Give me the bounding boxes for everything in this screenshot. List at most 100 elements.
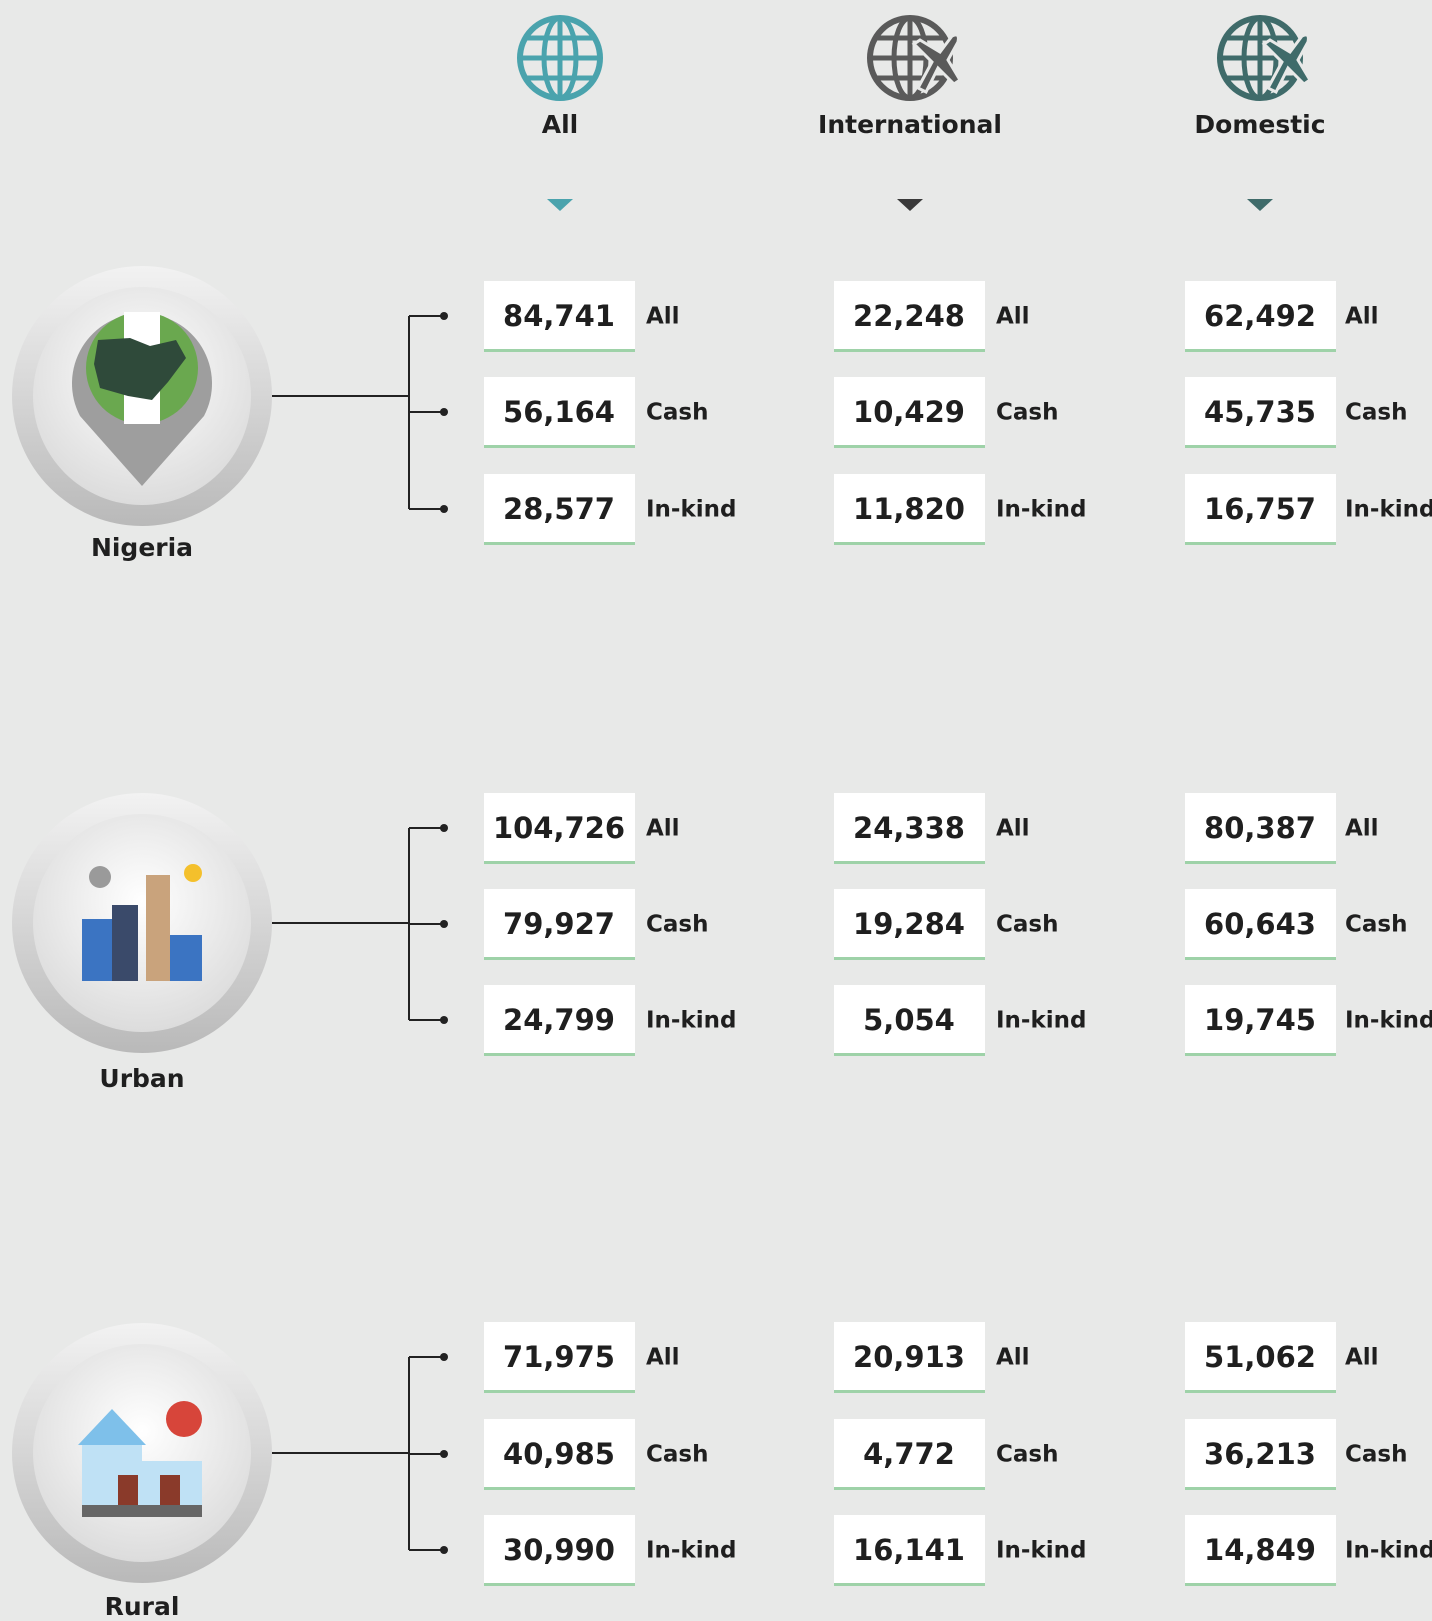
value-underline (1185, 542, 1336, 545)
value-underline (484, 1583, 635, 1586)
value-box (834, 474, 985, 544)
value-box (1185, 281, 1336, 351)
row-label: In-kind (1345, 497, 1432, 523)
value: 5,054 (863, 1003, 955, 1037)
row-label: Cash (1345, 912, 1407, 938)
door (160, 1475, 180, 1505)
value-box (484, 281, 635, 351)
value-box (484, 985, 635, 1055)
badge-inner (33, 814, 251, 1032)
row-label: All (996, 304, 1030, 330)
value-box (834, 985, 985, 1055)
plane (1261, 33, 1313, 95)
value: 30,990 (503, 1533, 615, 1567)
value-underline (834, 1487, 985, 1490)
bracket-dot (440, 312, 448, 320)
value: 20,913 (853, 1340, 965, 1374)
value: 84,741 (503, 299, 615, 333)
roof (78, 1409, 146, 1445)
globe-icon (1217, 15, 1313, 101)
value-underline (484, 445, 635, 448)
value-underline (484, 1390, 635, 1393)
value: 79,927 (503, 907, 615, 941)
row-label: Cash (1345, 1442, 1407, 1468)
value-box (1185, 1322, 1336, 1392)
bracket-dot (440, 1450, 448, 1458)
row-label: All (646, 304, 680, 330)
row-label: In-kind (996, 497, 1087, 523)
value: 104,726 (493, 811, 625, 845)
building (170, 935, 202, 981)
value: 10,429 (853, 395, 965, 429)
value-box (834, 793, 985, 863)
value-box (1185, 793, 1336, 863)
value-underline (484, 1487, 635, 1490)
bracket-dot (440, 824, 448, 832)
value-box (484, 793, 635, 863)
value: 62,492 (1204, 299, 1316, 333)
sun (184, 864, 202, 882)
dropdown-arrow (547, 199, 573, 211)
value: 16,757 (1204, 492, 1316, 526)
row-label: Cash (996, 912, 1058, 938)
value-box (1185, 377, 1336, 447)
value-box (484, 1515, 635, 1585)
row-label: Cash (996, 1442, 1058, 1468)
row-label: All (1345, 816, 1379, 842)
row-label: Cash (646, 1442, 708, 1468)
value-box (1185, 474, 1336, 544)
value-underline (1185, 957, 1336, 960)
row-label: Cash (996, 400, 1058, 426)
bracket-dot (440, 1353, 448, 1361)
column-header: Domestic (1194, 110, 1325, 139)
value-underline (1185, 1583, 1336, 1586)
row-label: All (646, 816, 680, 842)
ground (82, 1505, 202, 1517)
value-box (1185, 1419, 1336, 1489)
value-underline (834, 349, 985, 352)
bracket-dot (440, 920, 448, 928)
value-box (834, 1515, 985, 1585)
bracket-dot (440, 1016, 448, 1024)
value-underline (834, 1390, 985, 1393)
value-box (484, 377, 635, 447)
building (82, 919, 112, 981)
value: 40,985 (503, 1437, 615, 1471)
row-label: All (1345, 1345, 1379, 1371)
dropdown-arrow (1247, 199, 1273, 211)
row-label: In-kind (996, 1538, 1087, 1564)
value-underline (834, 1053, 985, 1056)
row-label: In-kind (996, 1008, 1087, 1034)
column-header: International (818, 110, 1002, 139)
bracket-dot (440, 1546, 448, 1554)
group-name: Urban (99, 1064, 184, 1093)
group-name: Rural (105, 1592, 180, 1621)
row-label: In-kind (1345, 1538, 1432, 1564)
value: 24,799 (503, 1003, 615, 1037)
group-name: Nigeria (91, 533, 193, 562)
row-label: Cash (1345, 400, 1407, 426)
row-label: In-kind (646, 497, 737, 523)
value-box (1185, 985, 1336, 1055)
value-underline (1185, 349, 1336, 352)
dropdown-arrow (897, 199, 923, 211)
value-underline (1185, 861, 1336, 864)
value-underline (834, 542, 985, 545)
tree (166, 1401, 202, 1437)
value-underline (834, 445, 985, 448)
value-underline (484, 861, 635, 864)
value-box (484, 474, 635, 544)
building (112, 905, 138, 981)
row-label: All (646, 1345, 680, 1371)
row-label: Cash (646, 400, 708, 426)
value-box (834, 377, 985, 447)
value-underline (834, 957, 985, 960)
value: 51,062 (1204, 1340, 1316, 1374)
door (118, 1475, 138, 1505)
plane (911, 33, 963, 95)
value: 24,338 (853, 811, 965, 845)
value: 22,248 (853, 299, 965, 333)
value-box (834, 1322, 985, 1392)
